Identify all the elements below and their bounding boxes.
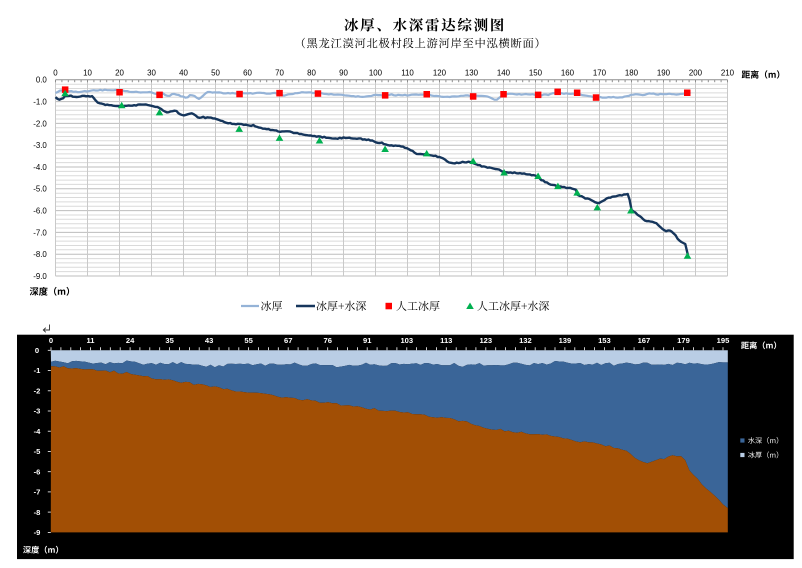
svg-text:167: 167	[638, 336, 651, 345]
svg-text:10: 10	[83, 68, 92, 77]
svg-text:90: 90	[339, 68, 348, 77]
svg-text:11: 11	[86, 336, 95, 345]
svg-text:-6: -6	[34, 467, 41, 476]
svg-text:-4: -4	[34, 427, 42, 436]
svg-text:-8: -8	[34, 508, 41, 517]
svg-text:139: 139	[559, 336, 572, 345]
svg-text:132: 132	[519, 336, 532, 345]
svg-text:35: 35	[165, 336, 174, 345]
svg-text:195: 195	[717, 336, 730, 345]
svg-text:-2: -2	[34, 387, 41, 396]
svg-text:20: 20	[115, 68, 124, 77]
svg-text:-8.0: -8.0	[33, 250, 47, 259]
svg-text:70: 70	[275, 68, 284, 77]
svg-text:-7.0: -7.0	[33, 228, 47, 237]
svg-text:130: 130	[465, 68, 479, 77]
svg-text:150: 150	[529, 68, 543, 77]
svg-text:-5: -5	[34, 447, 42, 456]
svg-text:60: 60	[243, 68, 252, 77]
svg-text:-4.0: -4.0	[33, 163, 47, 172]
svg-text:0: 0	[49, 336, 53, 345]
svg-text:24: 24	[126, 336, 135, 345]
svg-text:-9.0: -9.0	[33, 272, 47, 281]
svg-text:67: 67	[284, 336, 292, 345]
svg-text:0: 0	[35, 346, 39, 355]
svg-text:-3: -3	[34, 407, 41, 416]
svg-text:-5.0: -5.0	[33, 185, 47, 194]
svg-text:200: 200	[689, 68, 703, 77]
svg-text:76: 76	[323, 336, 331, 345]
svg-text:55: 55	[244, 336, 253, 345]
svg-text:40: 40	[179, 68, 188, 77]
svg-text:190: 190	[657, 68, 671, 77]
svg-text:30: 30	[147, 68, 156, 77]
svg-text:140: 140	[497, 68, 511, 77]
svg-text:43: 43	[205, 336, 213, 345]
svg-text:80: 80	[307, 68, 316, 77]
svg-text:50: 50	[211, 68, 220, 77]
svg-text:110: 110	[401, 68, 414, 77]
svg-text:-9: -9	[34, 528, 41, 537]
svg-text:123: 123	[479, 336, 492, 345]
svg-text:170: 170	[593, 68, 607, 77]
svg-text:-6.0: -6.0	[33, 207, 47, 216]
svg-text:100: 100	[369, 68, 383, 77]
svg-text:0: 0	[53, 68, 58, 77]
svg-text:-1.0: -1.0	[33, 98, 47, 107]
svg-text:-1: -1	[34, 366, 42, 375]
svg-text:113: 113	[440, 336, 452, 345]
svg-text:-7: -7	[34, 488, 41, 497]
svg-text:91: 91	[363, 336, 372, 345]
svg-text:160: 160	[561, 68, 575, 77]
svg-text:180: 180	[625, 68, 639, 77]
svg-text:103: 103	[400, 336, 413, 345]
svg-text:153: 153	[598, 336, 611, 345]
svg-text:210: 210	[721, 68, 735, 77]
svg-text:179: 179	[677, 336, 690, 345]
svg-text:-3.0: -3.0	[33, 141, 47, 150]
svg-text:0.0: 0.0	[36, 76, 48, 85]
svg-text:-2.0: -2.0	[33, 119, 47, 128]
svg-text:120: 120	[433, 68, 447, 77]
